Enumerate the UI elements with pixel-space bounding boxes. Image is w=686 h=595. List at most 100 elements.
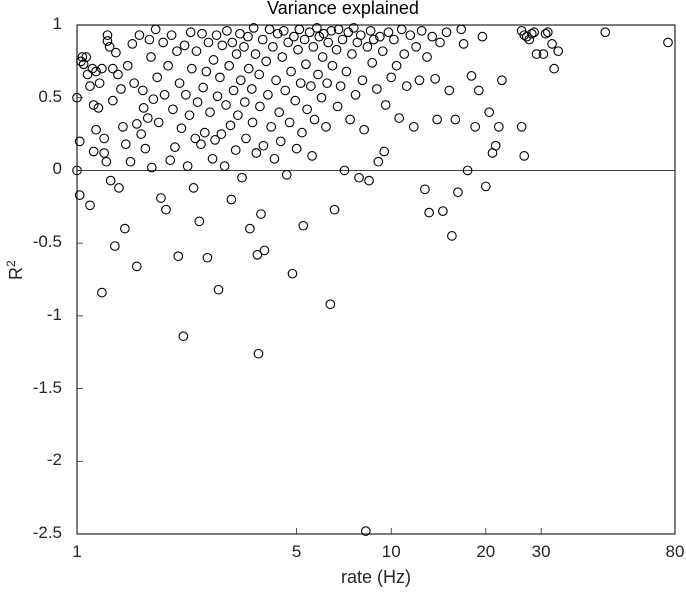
data-point [493, 121, 504, 132]
data-point [199, 127, 210, 138]
data-point [212, 91, 223, 102]
data-point [373, 156, 384, 167]
y-tick-label: 0.5 [38, 86, 62, 106]
data-point [174, 78, 185, 89]
data-point [307, 151, 317, 161]
data-point [394, 113, 405, 123]
data-point [93, 103, 104, 113]
data-point [190, 133, 201, 144]
data-point [166, 30, 177, 41]
data-point [243, 63, 254, 74]
data-point [225, 120, 236, 131]
data-point [441, 27, 452, 38]
data-point [327, 60, 338, 71]
data-point [211, 30, 222, 41]
data-point [280, 85, 291, 96]
data-point [462, 165, 473, 176]
data-point [256, 209, 266, 219]
data-point [111, 47, 121, 58]
data-point [248, 23, 259, 33]
data-point [278, 25, 289, 36]
data-point [219, 161, 230, 171]
data-point [269, 153, 280, 164]
data-point [341, 66, 352, 77]
data-point [146, 52, 156, 62]
data-point [458, 39, 469, 49]
data-point [97, 287, 107, 298]
data-point [289, 31, 299, 42]
data-point [290, 95, 301, 106]
data-point [72, 92, 82, 103]
data-point [186, 63, 197, 74]
data-point [241, 133, 251, 144]
x-tick-label: 5 [291, 542, 302, 561]
data-point [226, 194, 237, 205]
data-point [411, 41, 421, 52]
data-point [125, 156, 136, 167]
data-point [217, 40, 228, 51]
data-point [466, 71, 477, 81]
data-point [529, 27, 539, 38]
data-point [144, 34, 155, 45]
data-point [325, 299, 336, 310]
data-point [192, 97, 203, 107]
data-point [102, 36, 113, 46]
data-point [293, 44, 303, 55]
data-point [374, 31, 385, 42]
data-point [230, 145, 241, 155]
data-point [210, 135, 220, 145]
data-point [304, 27, 315, 38]
data-point [261, 56, 272, 67]
data-point [389, 34, 399, 45]
data-point [202, 252, 213, 263]
data-point [291, 143, 302, 154]
data-point [97, 63, 107, 74]
data-point [81, 52, 92, 62]
data-point [272, 28, 283, 39]
data-point [427, 31, 438, 42]
data-point [416, 25, 427, 36]
data-point [316, 92, 327, 103]
data-point [663, 37, 673, 48]
data-point [205, 107, 215, 118]
data-point [335, 81, 346, 91]
data-point [380, 100, 391, 110]
data-point [173, 251, 184, 262]
data-point [102, 30, 113, 41]
data-point [322, 78, 332, 89]
data-point [137, 85, 148, 96]
data-point [208, 55, 219, 65]
data-point [257, 34, 268, 45]
data-point [85, 81, 95, 91]
data-point [134, 30, 145, 41]
data-point [337, 34, 348, 45]
data-point [191, 46, 202, 57]
data-point [82, 69, 93, 80]
data-point [453, 187, 463, 198]
chart-title: Variance explained [267, 0, 419, 18]
data-point [122, 60, 133, 71]
data-point [194, 216, 205, 227]
data-point [364, 175, 374, 186]
y-tick-label: 0 [52, 159, 62, 179]
y-tick-label: 1 [52, 14, 62, 33]
data-point [267, 41, 278, 52]
data-point [152, 72, 163, 83]
x-tick-label: 80 [665, 542, 685, 561]
data-point [367, 57, 378, 68]
data-point [480, 181, 491, 192]
data-point [159, 89, 170, 100]
data-point [312, 23, 322, 33]
data-point [153, 117, 164, 128]
data-point [345, 114, 355, 125]
data-point [239, 97, 250, 107]
data-point [323, 37, 334, 48]
data-point [283, 37, 294, 48]
data-point [275, 136, 286, 147]
data-point [424, 207, 434, 218]
data-point [251, 148, 262, 158]
data-point [255, 101, 265, 112]
data-point [105, 175, 116, 186]
data-point [170, 142, 180, 153]
data-point [298, 220, 309, 231]
